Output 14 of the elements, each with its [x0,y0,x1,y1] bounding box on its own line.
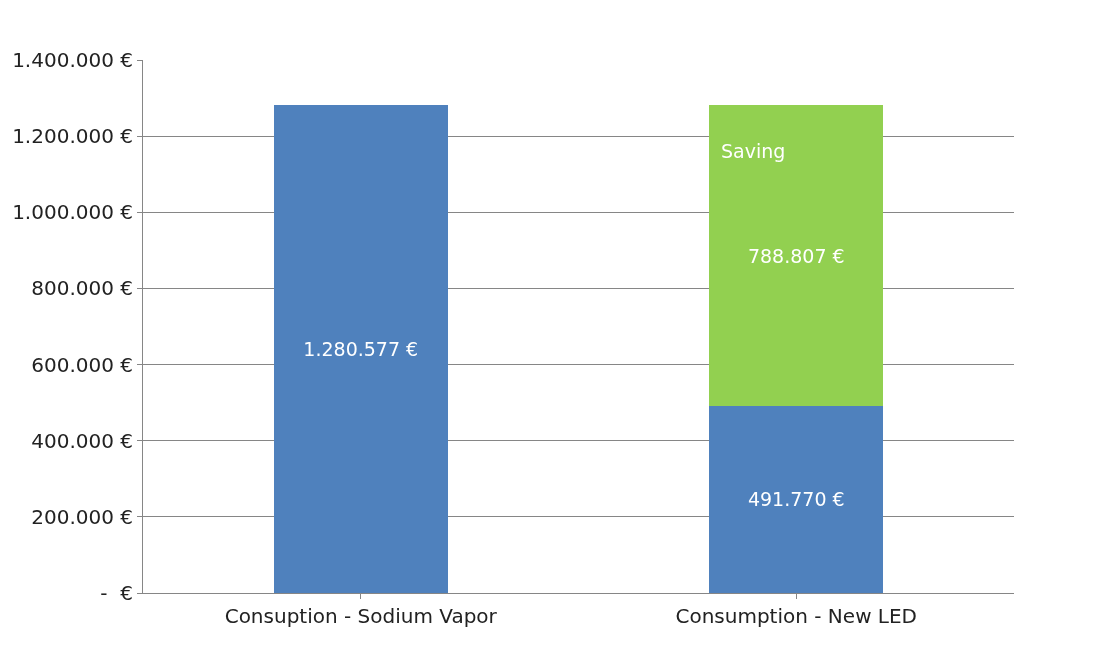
y-tick-label: - € [100,581,133,605]
y-tick-label: 1.000.000 € [12,200,133,225]
data-label: 1.280.577 € [303,338,419,361]
data-label: 788.807 € [747,244,845,267]
x-tick-label: Consumption - New LED [675,604,918,628]
y-tick-label: 800.000 € [31,276,133,301]
y-tick-label: 200.000 € [31,504,133,529]
y-tick-label: 1.400.000 € [12,48,133,72]
y-tick-label: 1.200.000 € [12,124,133,149]
data-label: 491.770 € [747,488,845,511]
x-tick-label: Consuption - Sodium Vapor [224,604,498,628]
y-tick-label: 600.000 € [31,352,133,377]
series-label: Saving [721,140,786,162]
y-tick-label: 400.000 € [31,428,133,453]
